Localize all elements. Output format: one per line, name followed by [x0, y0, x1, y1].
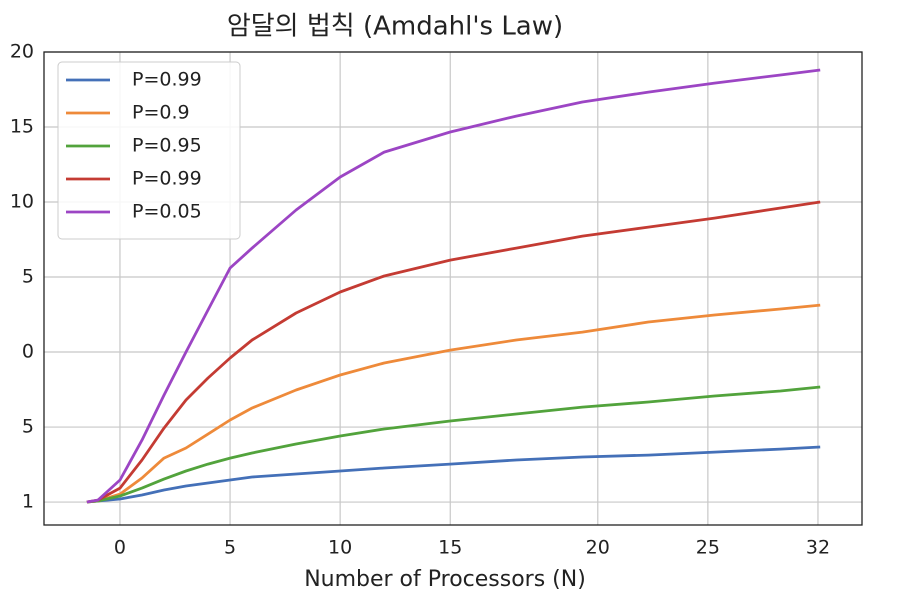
legend-label: P=0.05	[132, 201, 202, 223]
y-tick-label: 1	[22, 491, 34, 513]
x-tick-label: 25	[696, 537, 720, 559]
x-tick-label: 20	[586, 537, 610, 559]
line-series	[86, 200, 821, 504]
y-tick-label: 0	[22, 341, 34, 363]
x-tick-label: 5	[224, 537, 236, 559]
chart-title: 암달의 법칙 (Amdahl's Law)	[227, 12, 563, 42]
x-tick-label: 0	[114, 537, 126, 559]
line-series	[86, 68, 821, 504]
y-tick-label: 20	[10, 41, 34, 63]
plot-frame	[43, 51, 863, 526]
line-series	[86, 385, 821, 504]
line-series	[86, 445, 821, 504]
x-tick-label: 32	[806, 537, 830, 559]
legend-label: P=0.95	[132, 135, 202, 157]
y-tick-label: 10	[10, 191, 34, 213]
legend-label: P=0.99	[132, 69, 202, 91]
legend-box	[57, 61, 241, 240]
legend-label: P=0.9	[132, 102, 190, 124]
x-tick-label: 15	[438, 537, 462, 559]
y-tick-label: 5	[22, 416, 34, 438]
x-tick-label: 10	[328, 537, 352, 559]
x-axis-label: Number of Processors (N)	[304, 567, 586, 592]
legend-label: P=0.99	[132, 168, 202, 190]
y-tick-label: 15	[10, 116, 34, 138]
line-series	[86, 303, 821, 504]
y-tick-label: 5	[22, 266, 34, 288]
